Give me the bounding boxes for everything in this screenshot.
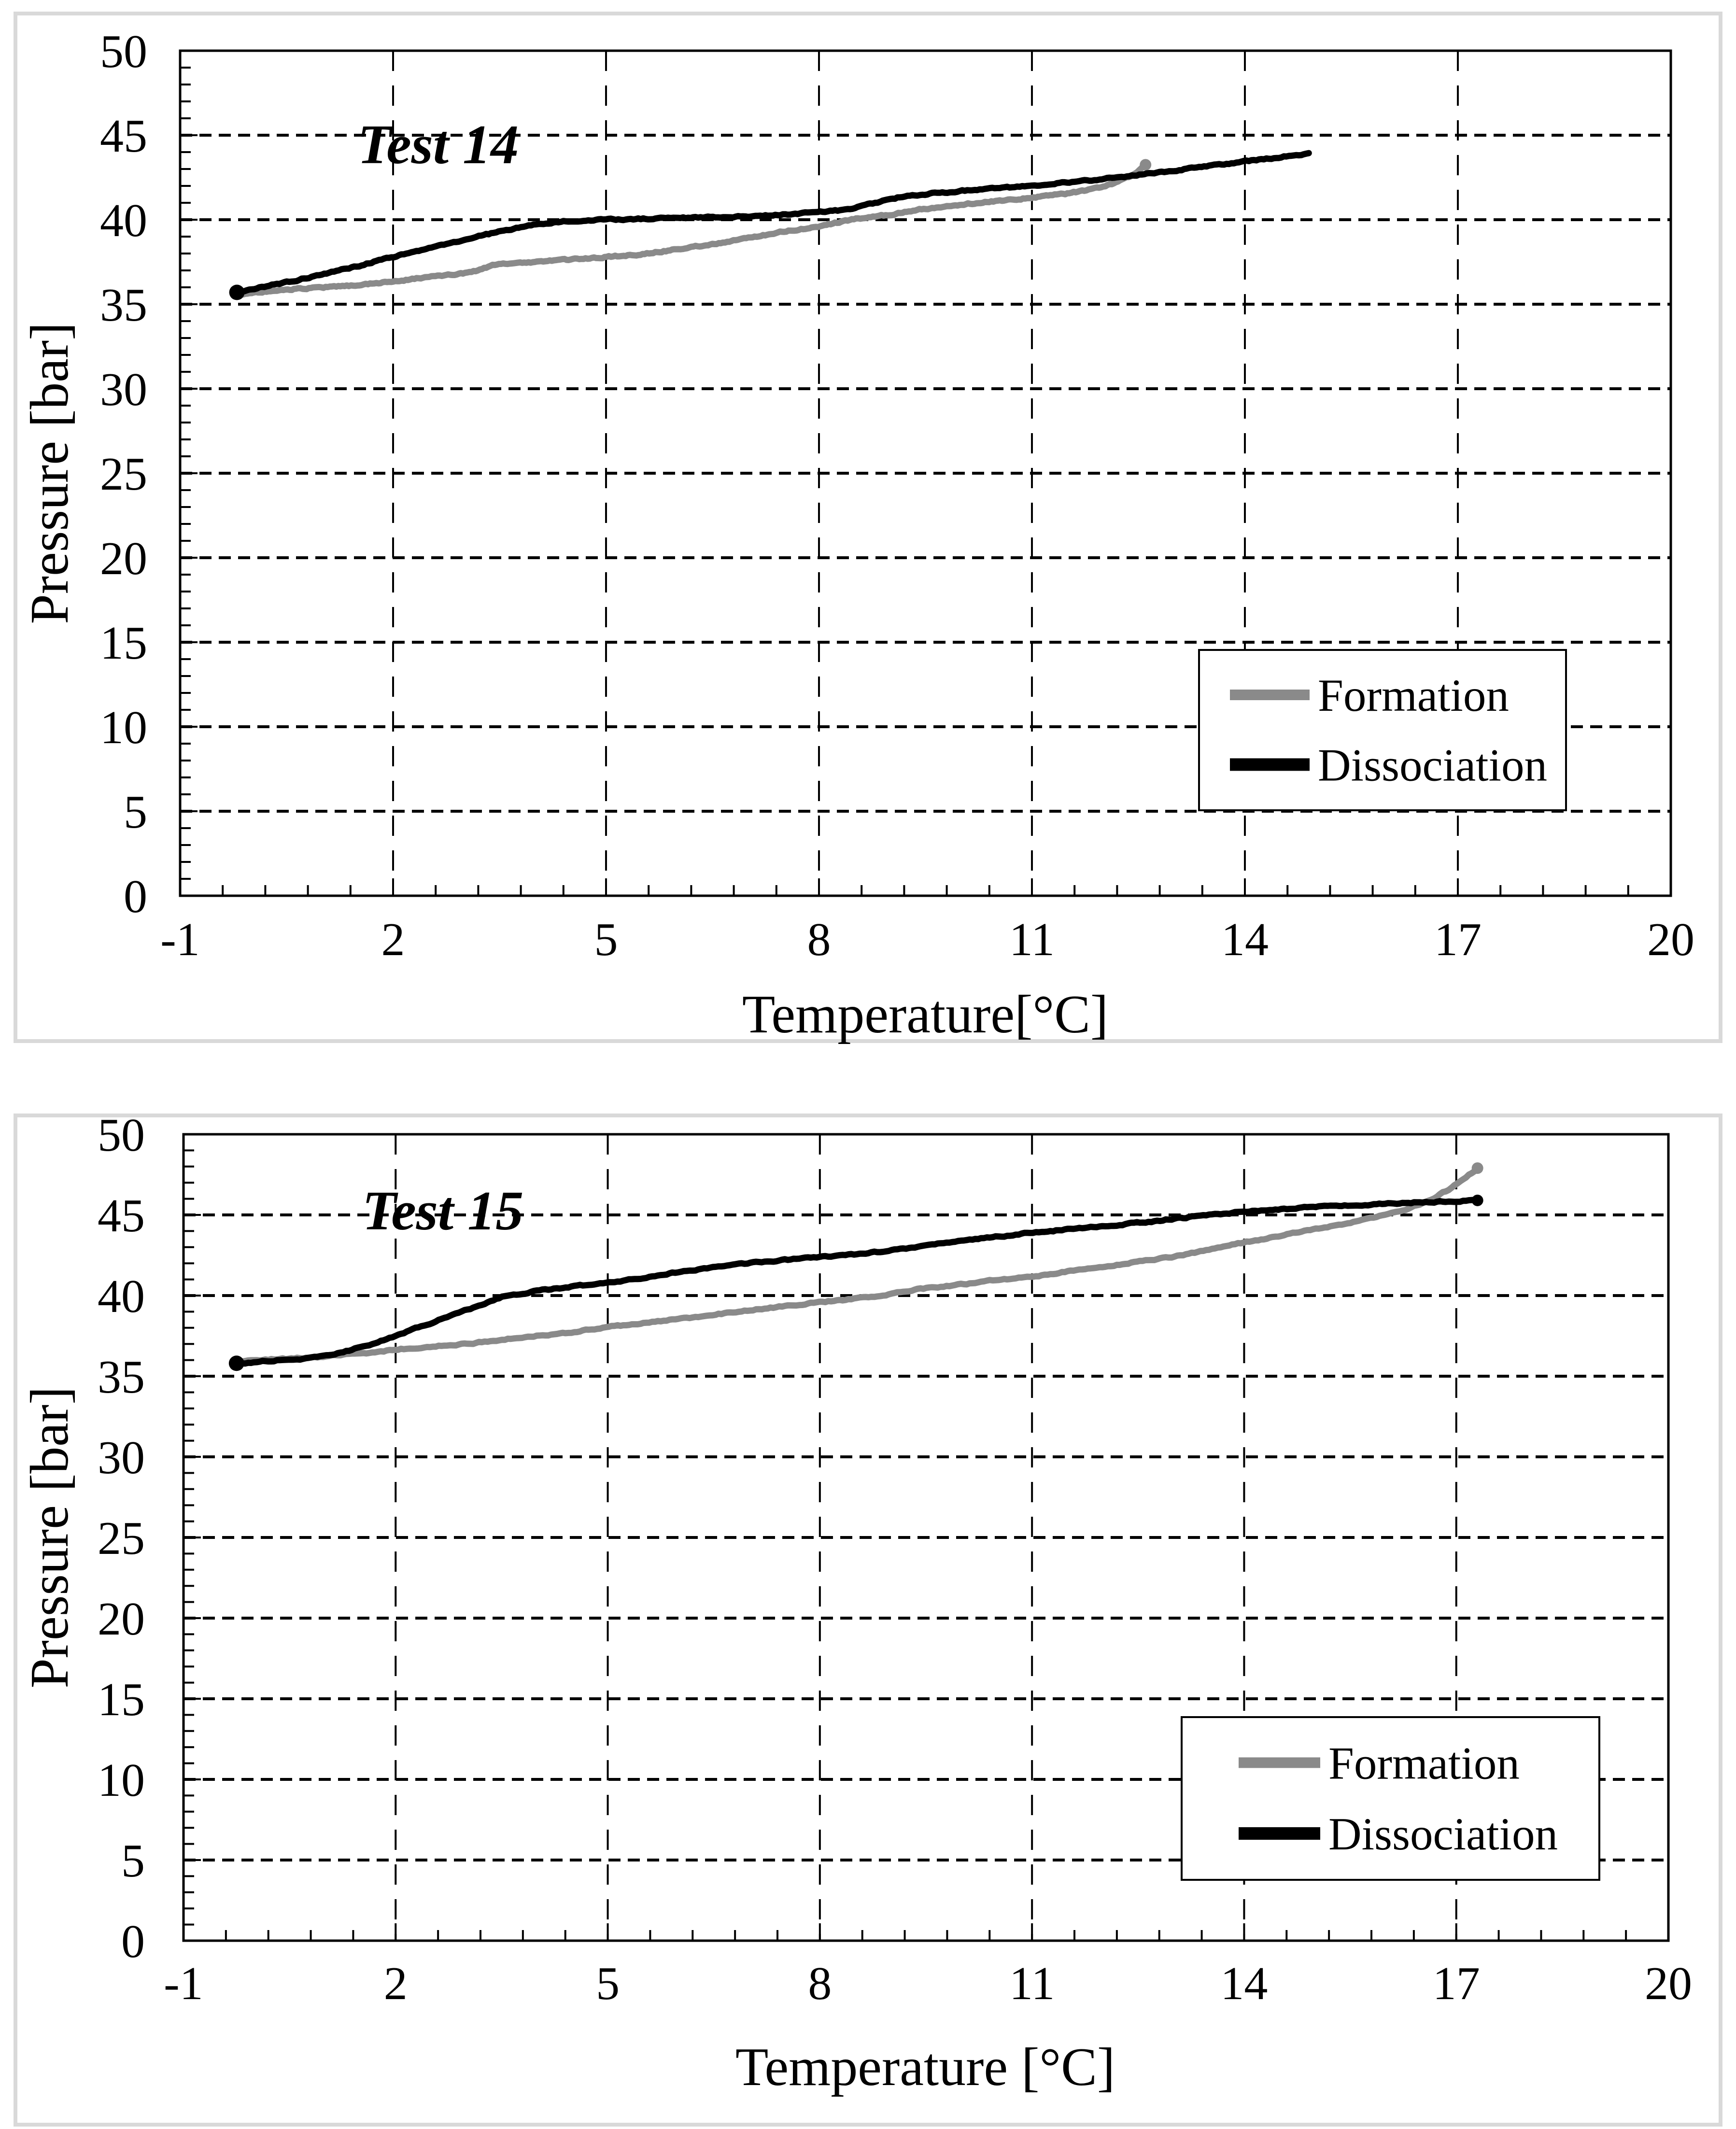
x-tick-label: 5 — [594, 914, 618, 966]
y-tick-label: 25 — [100, 448, 147, 500]
x-axis-title: Temperature [°C] — [735, 2037, 1115, 2097]
x-axis-title: Temperature[°C] — [742, 985, 1108, 1044]
chart-panel-test-15 — [14, 1114, 1722, 2127]
x-tick-label: 20 — [1647, 914, 1694, 966]
legend-label-dissociation: Dissociation — [1318, 739, 1547, 790]
y-tick-label: 35 — [98, 1351, 145, 1403]
x-tick-label: -1 — [160, 914, 200, 966]
y-tick-label: 5 — [124, 786, 147, 838]
y-tick-label: 45 — [100, 110, 147, 162]
y-tick-label: 10 — [100, 702, 147, 754]
x-tick-label: 11 — [1009, 914, 1055, 966]
y-axis-title: Pressure [bar] — [20, 322, 80, 624]
y-tick-label: 40 — [100, 195, 147, 247]
y-tick-label: 35 — [100, 279, 147, 331]
x-tick-label: 2 — [381, 914, 405, 966]
y-tick-label: 45 — [98, 1190, 145, 1242]
x-tick-label: 8 — [807, 914, 831, 966]
y-tick-label: 30 — [98, 1432, 145, 1484]
curve-formation — [234, 161, 1149, 298]
y-tick-label: 30 — [100, 364, 147, 416]
x-tick-label: 5 — [596, 1958, 620, 2010]
y-tick-label: 15 — [100, 617, 147, 669]
y-tick-label: 20 — [100, 533, 147, 585]
y-tick-label: 50 — [98, 1109, 145, 1161]
x-tick-label: 8 — [808, 1958, 832, 2010]
x-tick-label: 17 — [1434, 914, 1482, 966]
x-tick-label: 14 — [1220, 1958, 1268, 2010]
y-tick-label: 0 — [121, 1916, 145, 1968]
curve-dissociation — [233, 1197, 1481, 1367]
chart-title: Test 14 — [357, 114, 519, 176]
legend-box — [1181, 1716, 1600, 1881]
x-tick-label: -1 — [164, 1958, 203, 2010]
y-tick-label: 50 — [100, 26, 147, 78]
series-end-marker — [1471, 1162, 1483, 1174]
y-tick-label: 40 — [98, 1270, 145, 1323]
series-end-marker — [1471, 1194, 1483, 1206]
x-tick-label: 14 — [1221, 914, 1269, 966]
y-tick-label: 0 — [124, 871, 147, 923]
x-tick-label: 2 — [384, 1958, 408, 2010]
y-tick-label: 25 — [98, 1512, 145, 1565]
y-tick-label: 20 — [98, 1593, 145, 1645]
chart-panel-test-14 — [14, 12, 1722, 1043]
legend-label-formation: Formation — [1318, 670, 1509, 721]
chart-title: Test 15 — [362, 1180, 523, 1242]
y-tick-label: 15 — [98, 1674, 145, 1726]
series-start-marker — [229, 284, 245, 300]
curve-formation — [233, 1165, 1481, 1365]
y-axis-title: Pressure [bar] — [20, 1386, 80, 1688]
x-tick-label: 17 — [1433, 1958, 1480, 2010]
x-tick-label: 11 — [1009, 1958, 1055, 2010]
curve-dissociation — [234, 150, 1312, 296]
series-start-marker — [228, 1355, 244, 1371]
x-tick-label: 20 — [1645, 1958, 1692, 2010]
series-end-marker — [1140, 159, 1152, 171]
legend-label-dissociation: Dissociation — [1328, 1808, 1558, 1860]
y-tick-label: 5 — [121, 1835, 145, 1887]
legend-box — [1198, 649, 1567, 811]
legend-label-formation: Formation — [1328, 1737, 1520, 1789]
y-tick-label: 10 — [98, 1754, 145, 1806]
